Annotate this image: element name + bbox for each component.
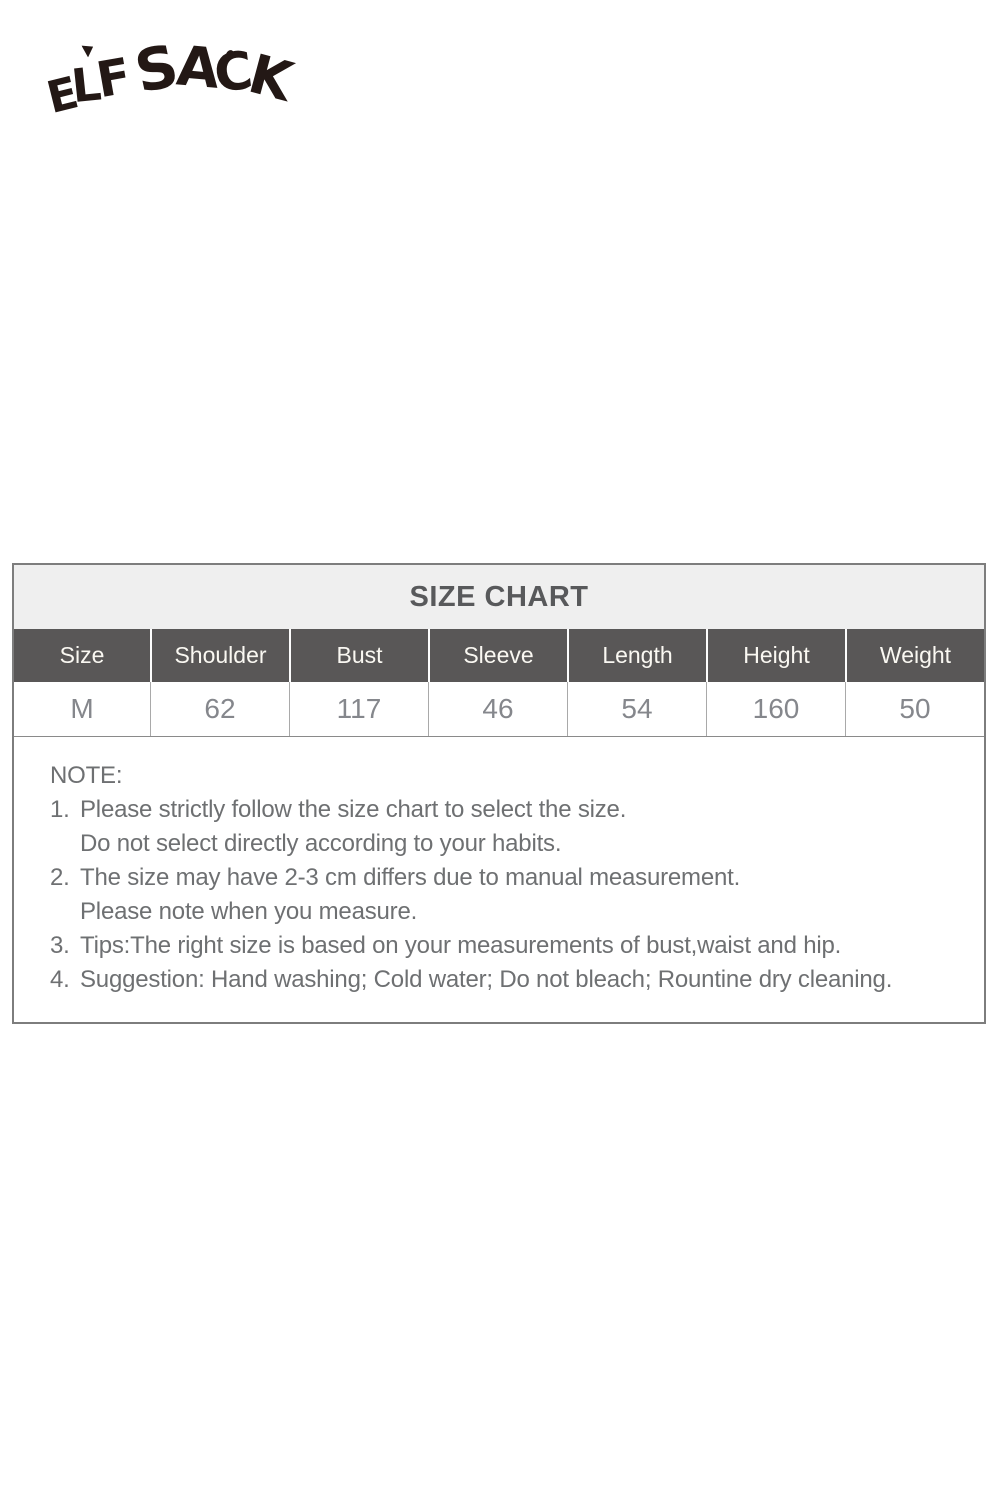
column-header-size: Size	[59, 642, 105, 668]
note-item-number: 4.	[50, 966, 70, 993]
note-item-text: The size may have 2-3 cm differs due to …	[80, 864, 741, 891]
note-item-number: 3.	[50, 932, 70, 959]
note-item-text: Do not select directly according to your…	[80, 830, 562, 857]
note-item-indent	[50, 827, 80, 861]
note-item-1: 1. Please strictly follow the size chart…	[50, 793, 974, 861]
note-item-number: 2.	[50, 864, 70, 891]
column-header-shoulder: Shoulder	[150, 629, 289, 682]
brand-logo: ELFSACK	[42, 32, 297, 130]
column-header-length: Length	[567, 629, 706, 682]
note-item-2: 2. The size may have 2-3 cm differs due …	[50, 861, 974, 929]
note-item-indent	[50, 895, 80, 929]
note-item-text: Please strictly follow the size chart to…	[80, 796, 627, 823]
data-cell-length: 54	[567, 682, 706, 736]
size-chart-header-row: Size Shoulder Bust Sleeve Length Height …	[14, 629, 984, 682]
data-cell-height: 160	[706, 682, 845, 736]
logo-letter: F	[92, 47, 133, 110]
note-section: NOTE: 1. Please strictly follow the size…	[14, 736, 984, 1022]
size-chart-title: SIZE CHART	[409, 580, 589, 613]
data-cell-bust: 117	[289, 682, 428, 736]
note-item-text: Tips:The right size is based on your mea…	[80, 932, 842, 959]
note-item-4: 4. Suggestion: Hand washing; Cold water;…	[50, 963, 974, 997]
note-heading: NOTE:	[50, 762, 123, 789]
note-item-3: 3. Tips:The right size is based on your …	[50, 929, 974, 963]
column-header-weight: Weight	[845, 629, 984, 682]
column-header-height: Height	[706, 629, 845, 682]
data-cell-weight: 50	[845, 682, 984, 736]
size-chart-title-bar: SIZE CHART	[14, 565, 984, 629]
data-cell-size: M	[70, 693, 94, 724]
logo-letter: K	[242, 42, 297, 113]
note-item-number: 1.	[50, 796, 70, 823]
data-cell-sleeve: 46	[428, 682, 567, 736]
logo-letter: S	[128, 31, 182, 107]
data-cell-shoulder: 62	[150, 682, 289, 736]
column-header-bust: Bust	[289, 629, 428, 682]
size-chart: SIZE CHART Size Shoulder Bust Sleeve Len…	[12, 563, 986, 1024]
size-chart-data-row: M 62 117 46 54 160 50	[14, 682, 984, 736]
column-header-sleeve: Sleeve	[428, 629, 567, 682]
note-item-text: Suggestion: Hand washing; Cold water; Do…	[80, 966, 893, 993]
note-item-text: Please note when you measure.	[80, 898, 418, 925]
